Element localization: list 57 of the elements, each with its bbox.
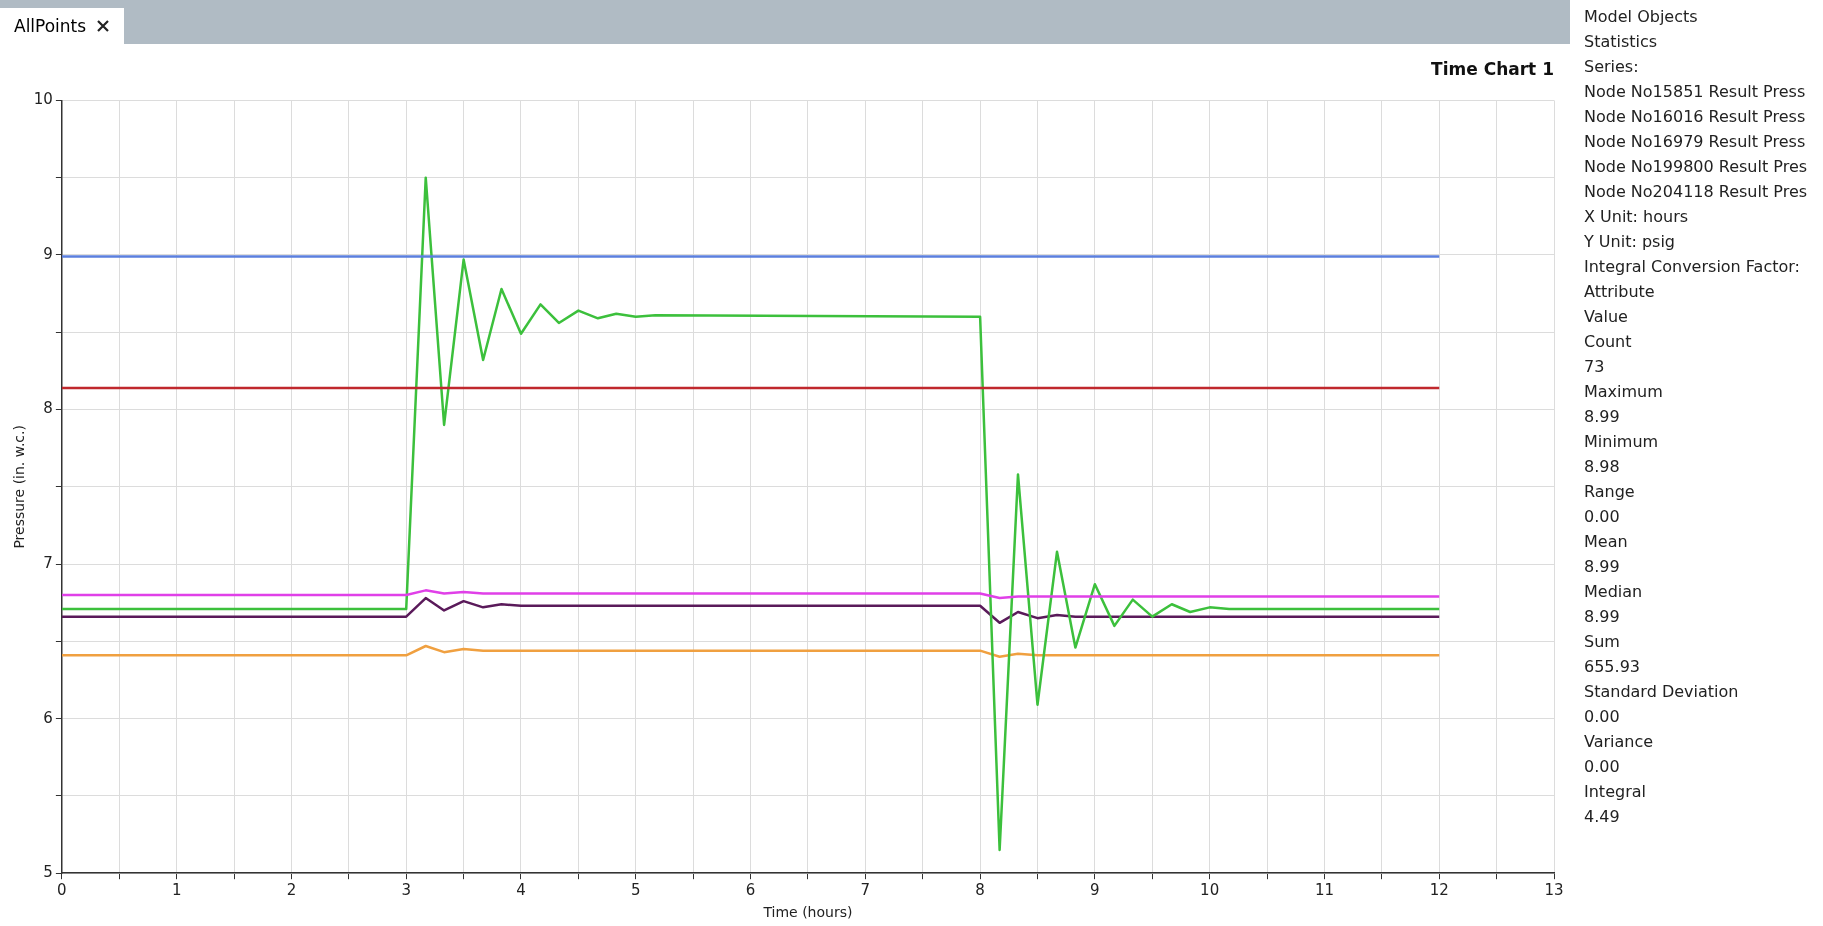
x-tick-label: 5 [631,881,641,900]
text: Standard Deviation [1583,681,1740,703]
x-tick-label: 10 [1200,881,1220,900]
text: 0.00 [1583,756,1621,778]
text: 73 [1583,356,1606,378]
text: Maximum [1583,381,1664,403]
y-tick-label: 7 [43,553,53,572]
text: Median [1583,581,1644,603]
chart-title: Time Chart 1 [1431,58,1554,79]
text: Node No16016 Result Press [1583,106,1807,128]
x-tick-label: 0 [57,881,67,900]
text: Mean [1583,531,1629,553]
text: 655.93 [1583,656,1641,678]
text: 4.49 [1583,806,1621,828]
x-tick-label: 3 [401,881,411,900]
text: 8.99 [1583,556,1621,578]
text: 8.99 [1583,406,1621,428]
y-tick-label: 6 [43,708,53,727]
text: 0.00 [1583,506,1621,528]
text: Statistics [1583,31,1659,53]
text: Integral Conversion Factor: [1583,256,1801,278]
text: Attribute [1583,281,1656,303]
x-tick-label: 13 [1544,881,1564,900]
text: Model Objects [1583,6,1699,28]
y-tick-label: 10 [33,90,53,109]
y-axis-title: Pressure (in. w.c.) [11,425,28,549]
x-tick-label: 6 [745,881,756,900]
text: X Unit: hours [1583,206,1690,228]
text: Integral [1583,781,1647,803]
x-tick-label: 4 [516,881,526,900]
text: Value [1583,306,1629,328]
x-tick-label: 9 [1090,881,1100,900]
text: Node No199800 Result Pres [1583,156,1809,178]
x-tick-label: 12 [1429,881,1449,900]
y-tick-label: 5 [43,863,53,882]
text: Y Unit: psig [1583,231,1676,253]
text: Node No204118 Result Pres [1583,181,1809,203]
text: Variance [1583,731,1655,753]
y-tick-label: 8 [43,399,53,418]
x-tick-label: 1 [171,881,182,900]
x-tick-label: 11 [1314,881,1334,900]
text: 0.00 [1583,706,1621,728]
text: Node No15851 Result Press [1583,81,1807,103]
text: Range [1583,481,1636,503]
text: Node No16979 Result Press [1583,131,1807,153]
text: Sum [1583,631,1621,653]
text: Count [1583,331,1633,353]
x-axis-title: Time (hours) [762,904,853,921]
y-tick-label: 9 [43,244,53,263]
text: AllPoints [14,16,87,36]
x-tick-label: 8 [975,881,985,900]
x-tick-label: 2 [286,881,297,900]
text: Minimum [1583,431,1660,453]
text: Series: [1583,56,1640,78]
x-tick-label: 7 [860,881,871,900]
text: 8.98 [1583,456,1621,478]
text: 8.99 [1583,606,1621,628]
